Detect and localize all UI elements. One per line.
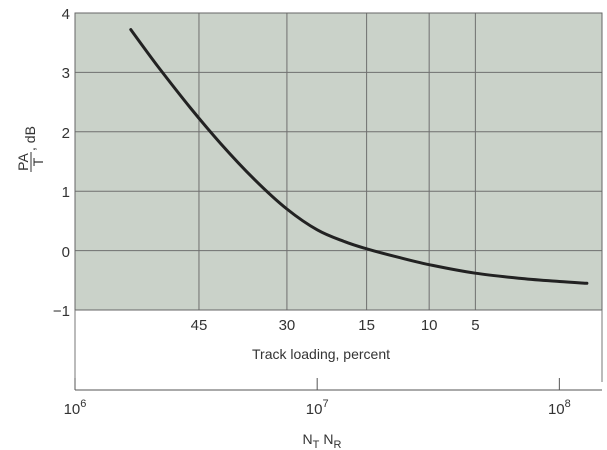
plot-frame (74, 12, 603, 311)
y-axis-title: PA T , dB (15, 126, 46, 172)
curve-layer (129, 28, 589, 285)
x-tick-label: 107 (306, 398, 329, 418)
x-tick-label: 106 (64, 398, 87, 418)
y-tick-label: 0 (62, 244, 70, 261)
y-tick-labels: 4 3 2 1 0 −1 (53, 6, 70, 320)
secondary-tick-label: 15 (358, 317, 375, 334)
secondary-axis-title: Track loading, percent (252, 346, 390, 362)
x-axis-title: NT NR (303, 431, 342, 450)
grid (75, 13, 602, 310)
secondary-tick-label: 45 (191, 317, 208, 334)
secondary-tick-label: 30 (279, 317, 296, 334)
series-line (129, 28, 589, 285)
x-tick-label: 108 (548, 398, 571, 418)
y-tick-label: −1 (53, 303, 70, 320)
y-axis-title-numerator: PA (15, 153, 31, 171)
secondary-tick-labels: 45 30 15 10 5 (191, 317, 480, 334)
y-tick-label: 4 (62, 6, 70, 23)
x-axis-title-n1: N (303, 431, 313, 447)
x-ticks: 106 107 108 (64, 378, 571, 418)
y-tick-label: 2 (62, 125, 70, 142)
x-axis-title-n2: N (323, 431, 333, 447)
y-tick-label: 3 (62, 65, 70, 82)
plot-area (75, 13, 602, 310)
x-axis-title-sub1: T (313, 439, 320, 450)
secondary-tick-label: 10 (421, 317, 438, 334)
y-axis-title-unit: , dB (22, 126, 38, 151)
secondary-tick-label: 5 (471, 317, 479, 334)
x-axis-title-sub2: R (334, 439, 342, 450)
y-tick-label: 1 (62, 184, 70, 201)
y-axis-title-denominator: T (30, 157, 46, 166)
